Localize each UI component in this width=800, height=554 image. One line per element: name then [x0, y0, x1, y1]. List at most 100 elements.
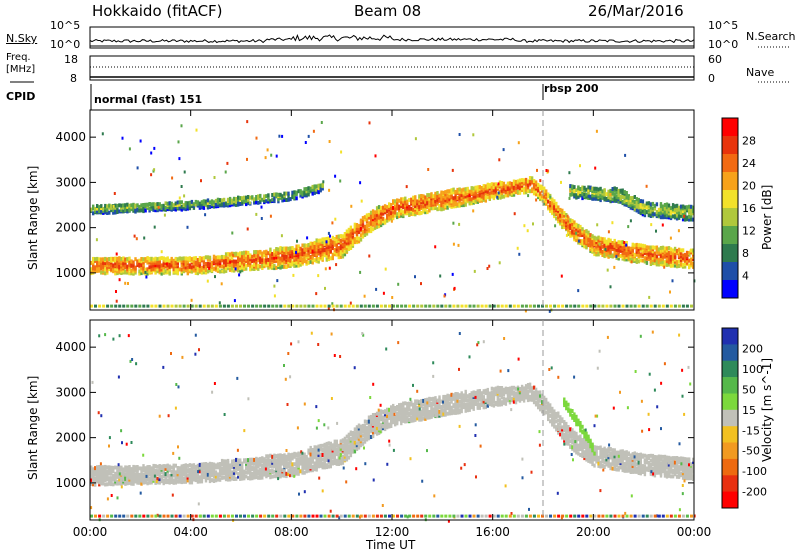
velocity-cell	[210, 470, 214, 475]
date-title: 26/Mar/2016	[588, 2, 684, 20]
power-cell	[575, 195, 578, 200]
power-colorbar-tick-label: 24	[742, 157, 756, 170]
power-cell	[100, 204, 103, 209]
velocity-cell	[426, 407, 429, 412]
velocity-cell	[212, 479, 216, 483]
power-cell	[337, 248, 340, 253]
velocity-cell	[309, 448, 312, 453]
power-cell	[239, 256, 242, 261]
velocity-cell	[418, 399, 421, 404]
power-cell	[643, 256, 647, 261]
power-cell	[420, 200, 423, 205]
velocity-cell	[293, 462, 296, 467]
power-cell	[472, 194, 475, 199]
power-cell	[232, 261, 236, 266]
power-cell	[281, 246, 284, 251]
power-cell	[142, 260, 145, 265]
velocity-cell	[424, 398, 427, 402]
velocity-cell	[303, 464, 306, 469]
velocity-cell	[285, 474, 288, 479]
power-cell	[144, 267, 147, 272]
power-cell	[251, 259, 254, 264]
velocity-cell	[373, 418, 377, 423]
power-cell	[532, 183, 536, 188]
power-cell	[406, 208, 409, 213]
velocity-cell	[170, 472, 173, 477]
velocity-cell	[118, 465, 121, 470]
power-cell	[603, 254, 606, 259]
power-cell	[593, 248, 596, 253]
power-cell	[307, 260, 310, 265]
velocity-cell	[130, 481, 133, 486]
power-noise-cell	[579, 164, 581, 168]
velocity-cell	[190, 463, 194, 468]
power-cell	[120, 257, 123, 261]
velocity-cell	[406, 411, 409, 416]
power-noise-cell	[683, 214, 686, 218]
power-cell	[625, 251, 628, 255]
power-near-range-cell	[291, 304, 295, 308]
power-cell	[651, 249, 655, 254]
power-cell	[206, 203, 210, 208]
power-cell	[428, 203, 431, 208]
power-cell	[643, 203, 647, 208]
velocity-cell	[152, 463, 155, 468]
power-noise-cell	[359, 270, 362, 274]
power-cell	[639, 211, 642, 216]
power-cell	[683, 211, 687, 215]
velocity-cell	[315, 460, 318, 465]
power-noise-cell	[595, 129, 598, 133]
power-cell	[130, 268, 133, 273]
power-cell	[210, 264, 214, 269]
power-cell	[166, 201, 169, 206]
velocity-cell	[444, 394, 447, 399]
velocity-cell	[339, 439, 343, 444]
velocity-cell	[273, 453, 276, 458]
power-cell	[182, 203, 185, 208]
power-cell	[635, 258, 638, 262]
power-near-range-cell	[396, 304, 400, 308]
velocity-cell	[104, 478, 107, 483]
power-cell	[271, 197, 274, 202]
power-noise-cell	[420, 282, 422, 286]
power-cell	[178, 202, 181, 207]
power-cell	[577, 189, 580, 194]
velocity-cell	[214, 463, 218, 468]
power-cell	[524, 190, 528, 195]
power-cell	[353, 237, 357, 242]
power-colorbar-tick-label: 4	[742, 270, 749, 283]
power-cell	[440, 196, 443, 201]
power-cell	[679, 248, 683, 253]
velocity-cell	[92, 470, 95, 475]
power-cell	[565, 217, 568, 222]
power-cell	[287, 256, 290, 261]
power-noise-cell	[414, 137, 417, 141]
power-near-range-cell	[412, 304, 416, 308]
power-cell	[235, 251, 238, 256]
velocity-cell	[174, 463, 177, 468]
power-cell	[472, 198, 475, 203]
velocity-cell	[494, 390, 498, 395]
power-near-range-cell	[524, 304, 528, 308]
power-near-range-cell	[90, 304, 94, 308]
velocity-cell	[301, 470, 304, 475]
power-cell	[94, 269, 97, 274]
power-cell	[545, 199, 548, 204]
velocity-cell	[192, 463, 196, 468]
power-cell	[299, 191, 302, 196]
velocity-cell	[317, 453, 320, 457]
power-cell	[222, 202, 226, 207]
velocity-cell	[361, 437, 365, 442]
velocity-cell	[283, 453, 286, 458]
power-cell	[635, 242, 638, 247]
power-cell	[303, 259, 306, 264]
velocity-cell	[400, 410, 403, 415]
power-cell	[122, 209, 125, 214]
power-near-range-cell	[190, 304, 194, 308]
power-cell	[218, 269, 222, 274]
power-cell	[287, 246, 290, 251]
power-noise-cell	[382, 291, 385, 295]
power-cell	[655, 254, 659, 259]
velocity-cell	[166, 463, 169, 468]
velocity-cell	[261, 468, 264, 473]
